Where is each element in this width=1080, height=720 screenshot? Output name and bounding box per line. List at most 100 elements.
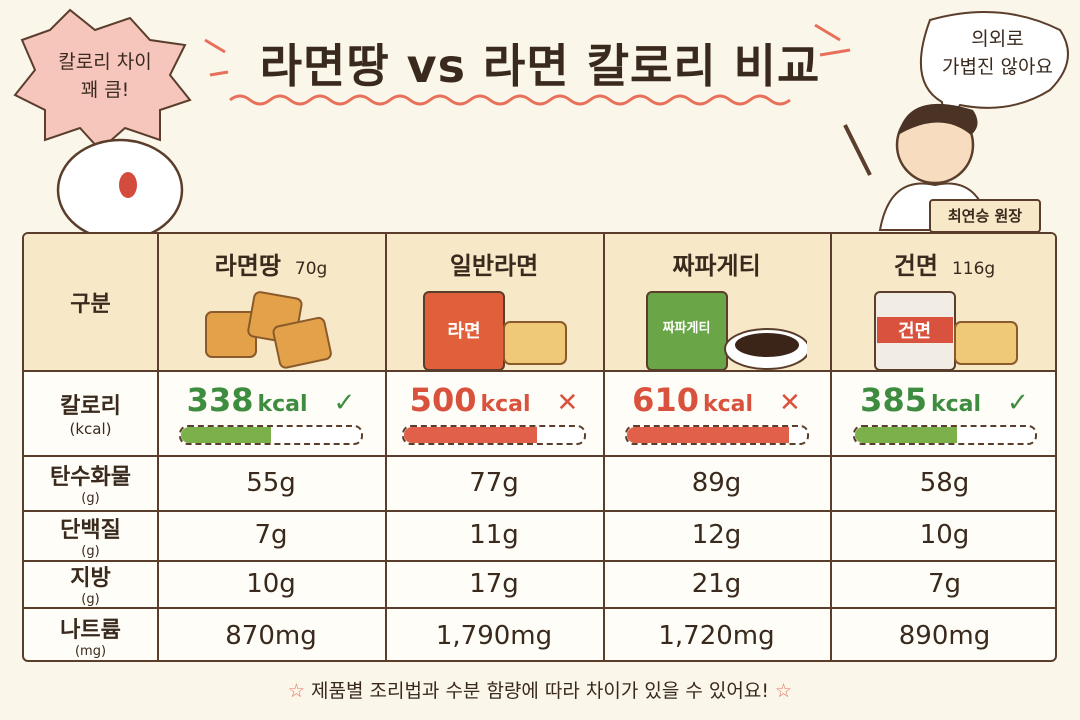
title: 라면땅 vs 라면 칼로리 비교 [259,39,821,93]
calorie-bar [626,426,789,443]
nutrient-value: 11g [469,520,519,550]
nutrient-value: 12g [691,520,742,550]
nutrient-value: 7g [927,568,962,599]
bar-track [179,424,363,445]
row-unit: (mg) [74,644,107,659]
calorie-value: 610 [632,380,699,419]
nutrient-value: 17g [469,568,519,599]
nutrient-value: 7g [254,520,288,550]
nutrient-cell: 11g [385,510,603,560]
nutrient-cell: 890mg [830,607,1055,660]
product-name: 건면 [893,252,938,280]
footnote: ☆ 제품별 조리법과 수분 함량에 따라 차이가 있을 수 있어요! ☆ [0,676,1080,703]
verdict-mark: ✕ [556,387,579,418]
product-name-line: 라면땅 70g [215,246,328,281]
column-divider [830,234,832,660]
product-name: 일반라면 [449,252,539,280]
calorie-line: 385 kcal ✓ [860,381,1029,419]
nutrient-cell: 7g [157,510,385,560]
nutrient-value: 21g [691,568,742,599]
nutrient-cell: 21g [603,560,830,607]
nutrient-cell: 10g [157,560,385,607]
row-label: 단백질 [60,517,121,543]
right-bubble: 의외로 가볍진 않아요 [925,25,1070,81]
comparison-table: 구분 라면땅 70g 일반라면 라면 짜파게티 짜파게티 건면 116g 건면 칼로리 (kcal) 3… [22,232,1057,662]
star: ☆ [287,680,305,702]
nutrient-cell: 870mg [157,607,385,660]
column-divider [157,234,159,660]
row-label: 칼로리 [60,393,121,419]
footnote-text: 제품별 조리법과 수분 함량에 따라 차이가 있을 수 있어요! [311,680,769,702]
corner-label: 구분 [70,292,111,317]
calorie-bar [854,426,957,443]
product-name-line: 짜파게티 [672,246,760,281]
calorie-cell: 500 kcal ✕ [385,370,603,455]
product-weight: 116g [951,259,996,279]
calorie-cell: 338 kcal ✓ [157,370,385,455]
product-name: 짜파게티 [672,252,761,280]
nutrient-value: 55g [246,467,296,498]
row-unit: (g) [81,543,100,559]
star: ☆ [775,680,793,702]
verdict-mark: ✕ [779,387,801,418]
bubble-line: 가볍진 않아요 [942,56,1053,78]
nutrient-cell: 17g [385,560,603,607]
package-label: 라면 [447,321,481,342]
product-header: 건면 116g 건면 [830,234,1055,371]
row-label: 나트륨 [60,618,121,643]
verdict-mark: ✓ [1007,387,1029,418]
nutrient-value: 58g [919,467,970,498]
bar-track [624,424,809,445]
product-name: 라면땅 [214,252,281,280]
row-divider [24,607,1055,609]
calorie-line: 610 kcal ✕ [632,381,801,419]
nutrient-cell: 12g [603,510,830,560]
bar-track [402,424,586,445]
row-unit: (kcal) [69,419,112,438]
package-label: 건면 [876,317,953,343]
row-label-cell: 탄수화물 (g) [24,455,157,510]
bar-track [852,424,1037,445]
product-illustration: 라면 [404,287,584,372]
nutrient-cell: 10g [830,510,1055,560]
nutrient-value: 890mg [898,620,991,651]
row-label: 지방 [70,566,111,591]
product-header: 라면땅 70g [157,234,385,370]
calorie-value: 500 [409,380,477,419]
bubble-line: 의외로 [971,28,1024,50]
corner-cell: 구분 [24,234,157,370]
row-label-cell: 단백질 (g) [24,510,157,560]
nutrient-value: 1,790mg [435,620,553,651]
row-unit: (g) [81,491,100,506]
row-unit: (g) [81,592,100,607]
product-name-line: 일반라면 [450,246,538,281]
calorie-bar [181,426,271,443]
bubble-line: 칼로리 차이 [58,51,152,73]
nutrient-value: 77g [469,467,519,498]
product-name-line: 건면 116g [894,246,995,281]
nutrient-value: 10g [246,568,296,599]
row-divider [24,455,1055,457]
nutrient-value: 10g [919,520,970,550]
calorie-unit: kcal [702,391,754,417]
nutrient-cell: 55g [157,455,385,510]
package-illustration [423,291,567,371]
nutrient-cell: 89g [603,455,830,510]
doctor-label: 최연승 원장 [947,207,1023,225]
product-weight: 70g [294,259,328,279]
calorie-value: 338 [186,380,254,419]
nutrient-value: 89g [691,467,742,498]
package-illustration [645,291,810,371]
row-label-cell: 지방 (g) [24,560,157,607]
package-label: 짜파게티 [662,321,711,336]
verdict-mark: ✓ [333,387,356,418]
nutrient-value: 1,720mg [658,620,775,651]
calorie-cell: 385 kcal ✓ [830,370,1055,455]
row-divider [24,510,1055,512]
calorie-cell: 610 kcal ✕ [603,370,830,455]
row-label: 탄수화물 [50,465,131,490]
cracker-illustration [205,291,332,369]
